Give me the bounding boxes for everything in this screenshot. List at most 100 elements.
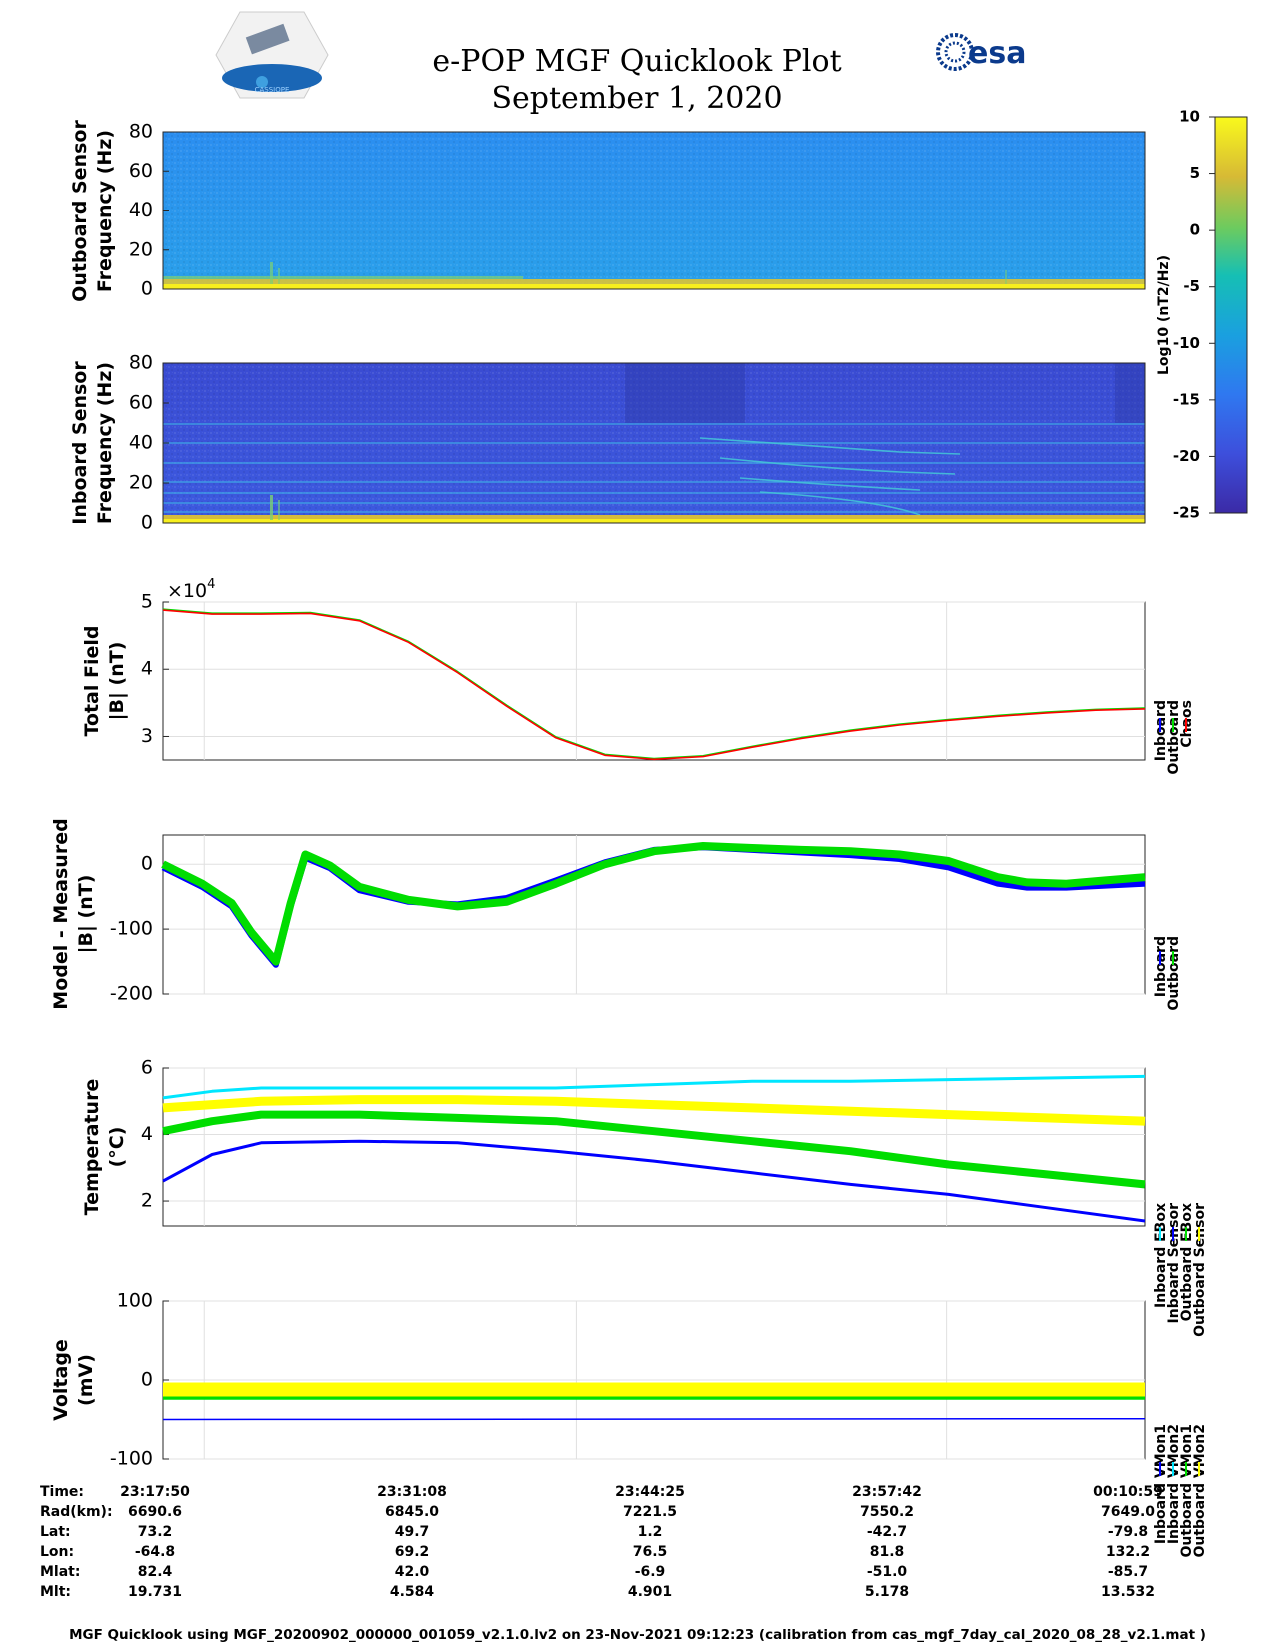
colorbar-tick-label: -5 [1183, 277, 1200, 295]
outboard-line [161, 842, 1146, 966]
legend-label: Outboard VMon1 [1179, 1424, 1195, 1558]
colorbar-tick-label: 0 [1190, 221, 1200, 239]
y-tick-label: 80 [129, 352, 153, 374]
model-measured-panel: 0 -100 -200 Model - Measured |B| (nT) Inbo… [50, 818, 1182, 1010]
total-field-ylabel-line1: Total Field [81, 625, 103, 736]
model-measured-y-ticks: 0 -100 -200 [110, 853, 169, 1005]
legend-label: Inboard Sensor [1166, 1203, 1182, 1324]
y-tick-label: -100 [110, 1448, 153, 1470]
orbit-cell: -85.7 [1107, 1564, 1149, 1580]
chaos-line [162, 609, 1146, 761]
orbit-cell: -79.8 [1107, 1524, 1149, 1540]
orbit-row-label: Time: [40, 1484, 85, 1500]
legend-label: Outboard EBox [1179, 1203, 1195, 1321]
total-field-y-ticks: 5 4 3 [141, 591, 169, 747]
voltage-panel: 100 0 -100 Voltage (mV) Inboard VMon1Inboa… [50, 1290, 1208, 1558]
orbit-cell: -64.8 [134, 1544, 176, 1560]
outboard-y-ticks: 80 60 40 20 0 [129, 121, 169, 300]
orbit-cell: 4.901 [627, 1584, 673, 1600]
orbit-cell: 23:17:50 [120, 1484, 190, 1500]
outboard-ylabel-line1: Outboard Sensor [69, 120, 91, 302]
legend-label: Outboard VMon2 [1192, 1424, 1208, 1558]
orbit-row: Mlat: 82.4 42.0 -6.9 -51.0 -85.7 [40, 1564, 1240, 1584]
esa-logo: esa [936, 33, 1026, 71]
temperature-panel: 6 4 2 Temperature (°C) Inboard EBoxInboard… [81, 1057, 1208, 1337]
inboard-ylabel-line2: Frequency (Hz) [94, 362, 116, 524]
orbit-cell: 13.532 [1100, 1584, 1156, 1600]
orbit-row-label: Lon: [40, 1544, 75, 1560]
colorbar-tick-label: -15 [1173, 390, 1200, 408]
orbit-row: Rad(km): 6690.6 6845.0 7221.5 7550.2 7649.0 [40, 1504, 1240, 1524]
orbit-cell: 132.2 [1105, 1544, 1151, 1560]
orbit-cell: 1.2 [637, 1524, 663, 1540]
model-measured-series [161, 842, 1146, 968]
y-tick-label: 20 [129, 472, 153, 494]
temp-line-0 [162, 1074, 1146, 1100]
legend-label: Inboard EBox [1153, 1203, 1169, 1308]
temp-line-3 [162, 1095, 1146, 1126]
temperature-series [162, 1074, 1146, 1223]
y-tick-label: -100 [110, 918, 153, 940]
colorbar-tick-label: 5 [1190, 164, 1200, 182]
y-tick-label: 5 [141, 591, 153, 613]
y-tick-label: -200 [110, 983, 153, 1005]
y-tick-label: 4 [141, 658, 153, 680]
outboard-spectrogram-panel: 80 60 40 20 0 Outboard Sensor Frequency (Hz) [69, 120, 1146, 302]
colorbar-tick-label: -10 [1173, 334, 1200, 352]
colorbar-tick-label: -25 [1173, 504, 1200, 522]
voltage-y-ticks: 100 0 -100 [110, 1290, 169, 1470]
orbit-cell: 19.731 [127, 1584, 183, 1600]
orbit-cell: -42.7 [866, 1524, 908, 1540]
orbit-cell: -6.9 [634, 1564, 666, 1580]
y-tick-label: 100 [117, 1290, 153, 1312]
total-field-panel: 5 4 3 ×104 Total Field |B| (nT) InboardOut… [81, 577, 1195, 775]
esa-logo-text: esa [968, 36, 1026, 71]
orbit-cell: 76.5 [632, 1544, 668, 1560]
orbit-row-label: Mlt: [40, 1584, 72, 1600]
orbit-row-label: Mlat: [40, 1564, 81, 1580]
y-tick-label: 0 [141, 853, 153, 875]
y-tick-label: 40 [129, 199, 153, 221]
voltage-line-0 [162, 1417, 1146, 1421]
total-field-exponent: ×104 [167, 577, 215, 602]
colorbar-ticks: 10 5 0 -5 -10 -15 -20 -25 [1173, 108, 1215, 522]
y-tick-label: 0 [141, 278, 153, 300]
voltage-grid [163, 1300, 1145, 1460]
temperature-y-ticks: 6 4 2 [141, 1057, 169, 1212]
orbit-cell: 69.2 [394, 1544, 430, 1560]
legend-label: Outboard Sensor [1192, 1203, 1208, 1337]
orbit-cell: 5.178 [864, 1584, 910, 1600]
orbit-cell: -51.0 [866, 1564, 908, 1580]
orbit-cell: 00:10:59 [1093, 1484, 1163, 1500]
orbit-cell: 23:44:25 [615, 1484, 685, 1500]
orbit-cell: 73.2 [137, 1524, 173, 1540]
model-measured-ylabel-line2: |B| (nT) [75, 875, 97, 954]
y-tick-label: 80 [129, 121, 153, 143]
legend-label: Outboard [1166, 700, 1182, 775]
orbit-table: Time: 23:17:50 23:31:08 23:44:25 23:57:42 00:… [40, 1484, 1240, 1604]
y-tick-label: 0 [141, 1369, 153, 1391]
total-field-ylabel-line2: |B| (nT) [106, 642, 128, 721]
legend-label: Outboard [1166, 936, 1182, 1011]
y-tick-label: 4 [141, 1123, 153, 1145]
inboard-spectrogram-panel: 80 60 40 20 0 Inboard Sensor Frequency (Hz) [69, 352, 1146, 534]
colorbar-label: Log10 (nT2/Hz) [1156, 255, 1172, 375]
page-title: e-POP MGF Quicklook Plot [432, 44, 841, 79]
orbit-row: Lat: 73.2 49.7 1.2 -42.7 -79.8 [40, 1524, 1240, 1544]
legend-label: Inboard VMon2 [1166, 1424, 1182, 1544]
orbit-row: Lon: -64.8 69.2 76.5 81.8 132.2 [40, 1544, 1240, 1564]
orbit-cell: 6690.6 [127, 1504, 183, 1520]
colorbar-gradient [1214, 116, 1248, 514]
colorbar-tick-label: -20 [1173, 447, 1200, 465]
y-tick-label: 60 [129, 392, 153, 414]
inboard-y-ticks: 80 60 40 20 0 [129, 352, 169, 534]
y-tick-label: 40 [129, 432, 153, 454]
total-field-series [162, 608, 1146, 761]
temperature-ylabel-line2: (°C) [106, 1127, 128, 1168]
page-subtitle: September 1, 2020 [491, 81, 782, 116]
outboard-ylabel-line2: Frequency (Hz) [94, 130, 116, 292]
cassiope-logo-text: CASSIOPE [255, 86, 290, 94]
orbit-cell: 4.584 [389, 1584, 435, 1600]
